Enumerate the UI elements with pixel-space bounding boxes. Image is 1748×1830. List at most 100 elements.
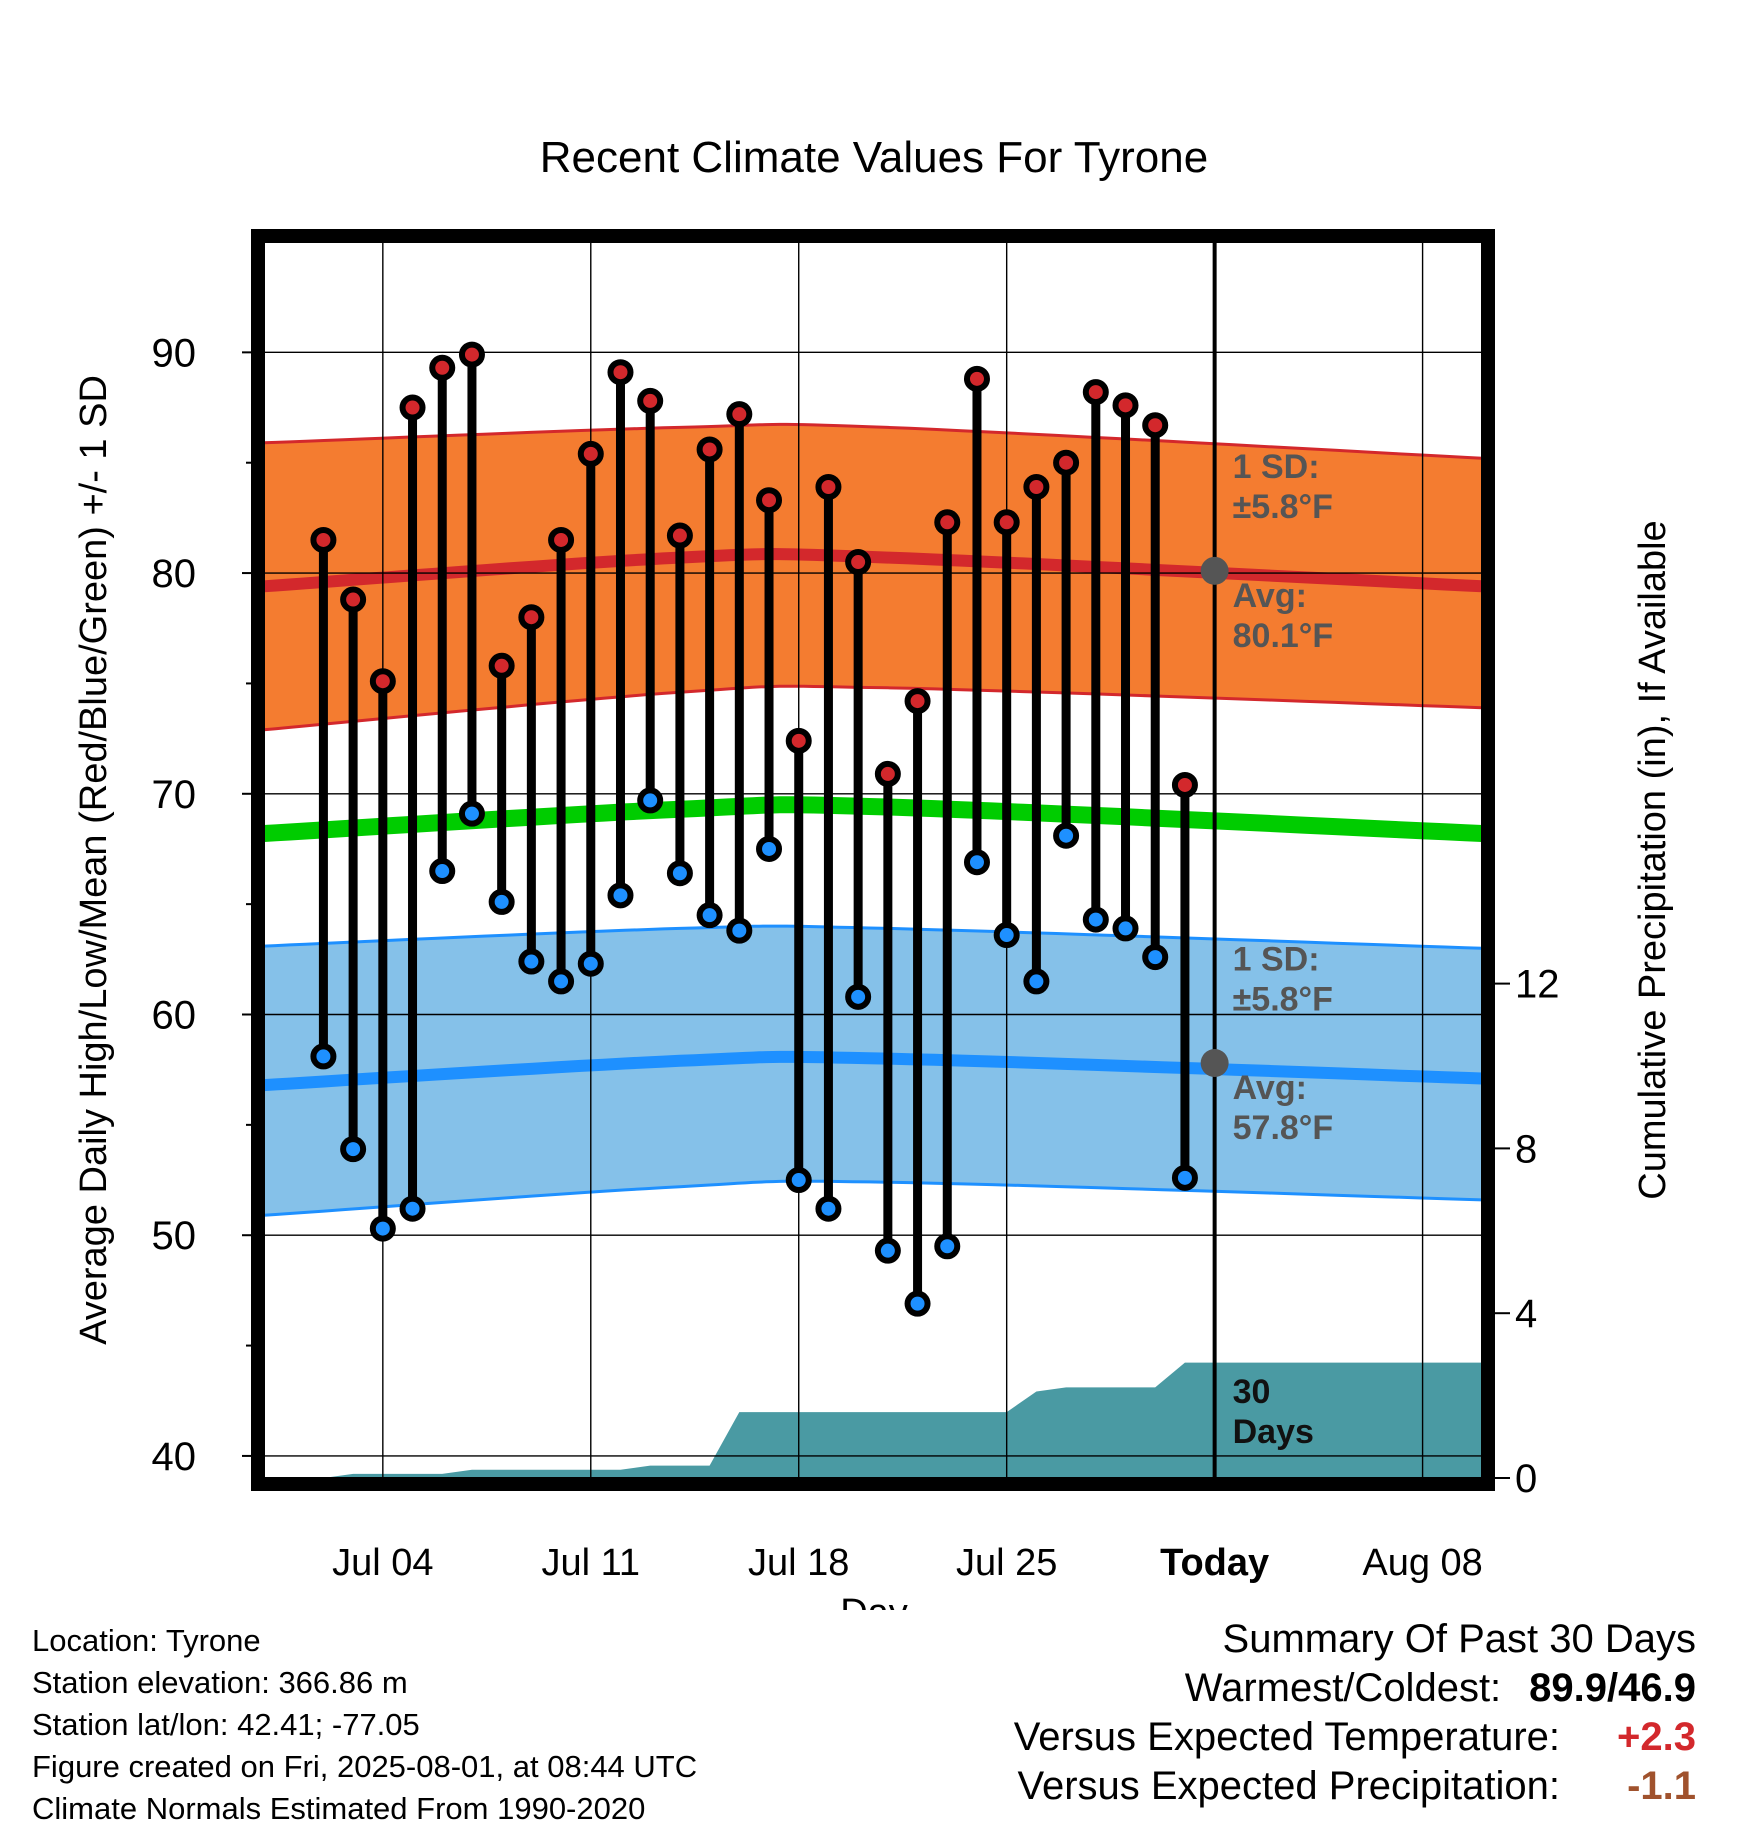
location-text: Location: Tyrone	[32, 1623, 261, 1658]
low-point	[666, 860, 693, 887]
high-point	[1142, 412, 1169, 439]
low-point	[785, 1167, 812, 1194]
low-sd-lower-line	[263, 1179, 1483, 1217]
low-point	[1053, 822, 1080, 849]
high-avg-annotation: Avg:	[1233, 577, 1307, 615]
low-point	[429, 858, 456, 885]
low-avg-annotation: 57.8°F	[1233, 1109, 1334, 1147]
today-high-avg-marker	[1200, 556, 1229, 585]
y-tick-label: 70	[152, 773, 197, 817]
high-avg-annotation: 80.1°F	[1233, 617, 1334, 655]
low-point	[340, 1136, 367, 1163]
high-point	[369, 668, 396, 695]
chart-title: Recent Climate Values For Tyrone	[540, 133, 1208, 182]
precip-label: Versus Expected Precipitation:	[1017, 1764, 1560, 1808]
station-info: Location: Tyrone Station elevation: 366.…	[32, 1620, 697, 1830]
precip-area	[264, 1362, 1482, 1478]
high-point	[696, 436, 723, 463]
high-point	[815, 473, 842, 500]
low-point	[637, 787, 664, 814]
y-tick-label: 80	[152, 552, 197, 596]
y2-tick-label: 0	[1515, 1457, 1537, 1501]
low-point	[310, 1043, 337, 1070]
high-point	[993, 509, 1020, 536]
high-point	[429, 354, 456, 381]
low-point	[607, 882, 634, 909]
high-point	[1023, 473, 1050, 500]
low-point	[1023, 968, 1050, 995]
high-point	[518, 604, 545, 631]
temp-value: +2.3	[1617, 1715, 1696, 1759]
low-avg-line	[263, 1050, 1483, 1092]
x-axis-label: Day	[840, 1592, 908, 1610]
summary-precip-row: Versus Expected Precipitation: -1.1	[1014, 1762, 1696, 1811]
latlon-text: Station lat/lon: 42.41; -77.05	[32, 1707, 420, 1742]
low-point	[963, 849, 990, 876]
high-point	[577, 440, 604, 467]
high-point	[340, 586, 367, 613]
high-point	[963, 365, 990, 392]
summary-warmest-row: Warmest/Coldest: 89.9/46.9	[1014, 1664, 1696, 1713]
high-sd-band	[264, 424, 1482, 730]
low-point	[1112, 915, 1139, 942]
low-sd-annotation: 1 SD:	[1233, 940, 1320, 978]
low-point	[518, 948, 545, 975]
high-point	[666, 522, 693, 549]
high-point	[458, 341, 485, 368]
x-tick-label: Jul 04	[332, 1542, 433, 1584]
y-tick-label: 90	[152, 331, 197, 375]
low-point	[548, 968, 575, 995]
low-point	[1082, 906, 1109, 933]
high-point	[607, 359, 634, 386]
y2-tick-label: 4	[1515, 1292, 1537, 1336]
low-sd-upper-line	[263, 924, 1483, 950]
summary-panel: Summary Of Past 30 Days Warmest/Coldest:…	[1014, 1615, 1696, 1811]
normals-text: Climate Normals Estimated From 1990-2020	[32, 1791, 646, 1826]
low-point	[815, 1195, 842, 1222]
high-sd-annotation: 1 SD:	[1233, 448, 1320, 486]
high-point	[1171, 771, 1198, 798]
high-point	[1053, 449, 1080, 476]
high-point	[488, 652, 515, 679]
low-point	[696, 902, 723, 929]
y-tick-label: 50	[152, 1214, 197, 1258]
high-point	[756, 487, 783, 514]
x-tick-label: Jul 11	[541, 1542, 640, 1584]
high-point	[1082, 379, 1109, 406]
temp-label: Versus Expected Temperature:	[1013, 1715, 1560, 1759]
low-point	[369, 1215, 396, 1242]
high-sd-upper-line	[263, 422, 1483, 460]
y-tick-label: 40	[152, 1435, 197, 1479]
low-point	[577, 950, 604, 977]
high-point	[1112, 392, 1139, 419]
low-point	[726, 917, 753, 944]
precip-value: -1.1	[1627, 1764, 1696, 1808]
y-tick-label: 60	[152, 994, 197, 1038]
low-point	[1142, 944, 1169, 971]
today-low-avg-marker	[1200, 1049, 1229, 1078]
summary-temp-row: Versus Expected Temperature: +2.3	[1014, 1713, 1696, 1762]
low-point	[934, 1233, 961, 1260]
y2-tick-label: 8	[1515, 1127, 1537, 1171]
y2-tick-label: 12	[1515, 963, 1560, 1007]
low-point	[1171, 1164, 1198, 1191]
window-annotation: Days	[1233, 1413, 1314, 1451]
high-point	[934, 509, 961, 536]
high-point	[310, 526, 337, 553]
x-tick-label: Today	[1160, 1542, 1269, 1584]
x-tick-label: Jul 25	[956, 1542, 1057, 1584]
low-point	[399, 1195, 426, 1222]
low-point	[874, 1237, 901, 1264]
y2-axis-label: Cumulative Precipitation (in), If Availa…	[1632, 520, 1674, 1199]
warmest-label: Warmest/Coldest:	[1184, 1666, 1502, 1710]
low-avg-annotation: Avg:	[1233, 1069, 1307, 1107]
low-point	[488, 888, 515, 915]
warmest-value: 89.9/46.9	[1529, 1666, 1696, 1710]
low-point	[845, 983, 872, 1010]
low-point	[458, 800, 485, 827]
created-text: Figure created on Fri, 2025-08-01, at 08…	[32, 1749, 698, 1784]
high-point	[548, 526, 575, 553]
low-sd-annotation: ±5.8°F	[1233, 980, 1333, 1018]
low-sd-band	[264, 926, 1482, 1216]
